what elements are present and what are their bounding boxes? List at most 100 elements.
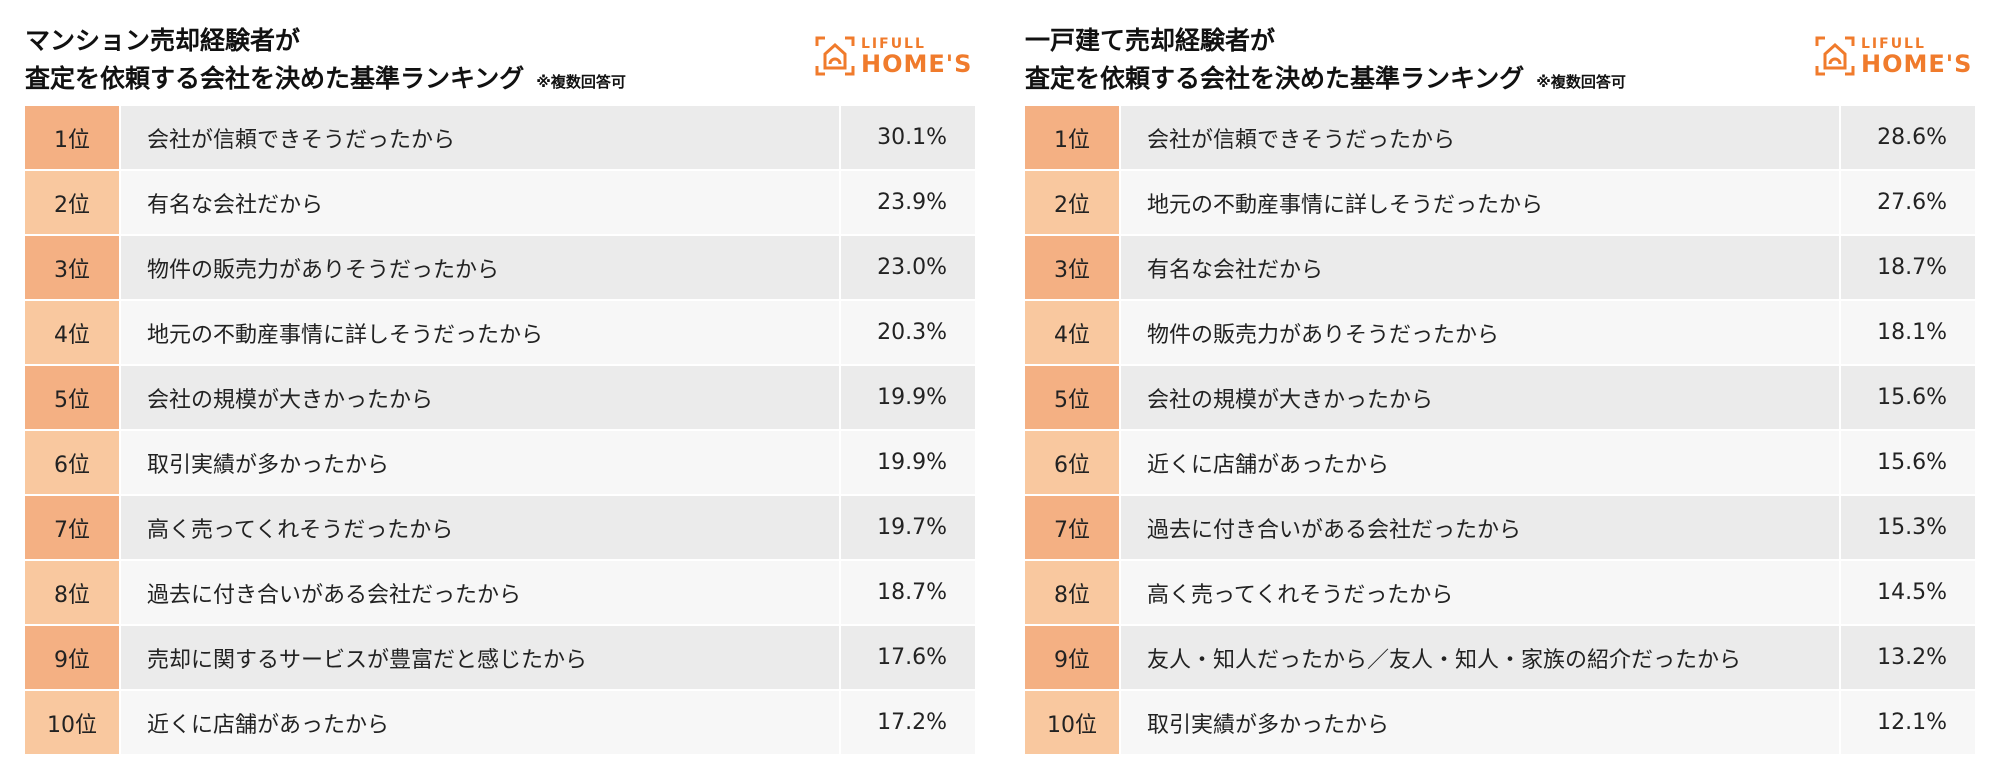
table-row: 5位 会社の規模が大きかったから 15.6% bbox=[1025, 366, 1975, 429]
ranking-title: 一戸建て売却経験者が 査定を依頼する会社を決めた基準ランキング ※複数回答可 bbox=[1025, 22, 1626, 101]
rank-cell: 3位 bbox=[1025, 236, 1119, 299]
rank-cell: 6位 bbox=[25, 431, 119, 494]
reason-cell: 高く売ってくれそうだったから bbox=[121, 496, 839, 559]
table-row: 2位 有名な会社だから 23.9% bbox=[25, 171, 975, 234]
rank-cell: 10位 bbox=[1025, 691, 1119, 754]
percentage-cell: 17.2% bbox=[841, 691, 975, 754]
logo-line-1: LIFULL bbox=[1861, 36, 1926, 52]
rank-cell: 4位 bbox=[1025, 301, 1119, 364]
percentage-cell: 27.6% bbox=[1841, 171, 1975, 234]
reason-cell: 近くに店舗があったから bbox=[121, 691, 839, 754]
multiple-answer-note: ※複数回答可 bbox=[1536, 73, 1626, 91]
rank-cell: 5位 bbox=[25, 366, 119, 429]
house-icon bbox=[1815, 36, 1855, 76]
ranking-table: 1位 会社が信頼できそうだったから 30.1% 2位 有名な会社だから 23.9… bbox=[25, 106, 975, 756]
percentage-cell: 15.6% bbox=[1841, 366, 1975, 429]
table-row: 3位 物件の販売力がありそうだったから 23.0% bbox=[25, 236, 975, 299]
table-row: 9位 友人・知人だったから／友人・知人・家族の紹介だったから 13.2% bbox=[1025, 626, 1975, 689]
rank-cell: 7位 bbox=[1025, 496, 1119, 559]
title-line-1: 一戸建て売却経験者が bbox=[1025, 26, 1276, 55]
rank-cell: 8位 bbox=[25, 561, 119, 624]
rank-cell: 6位 bbox=[1025, 431, 1119, 494]
percentage-cell: 13.2% bbox=[1841, 626, 1975, 689]
reason-cell: 過去に付き合いがある会社だったから bbox=[1121, 496, 1839, 559]
table-row: 5位 会社の規模が大きかったから 19.9% bbox=[25, 366, 975, 429]
reason-cell: 地元の不動産事情に詳しそうだったから bbox=[121, 301, 839, 364]
reason-cell: 会社が信頼できそうだったから bbox=[1121, 106, 1839, 169]
title-line-2: 査定を依頼する会社を決めた基準ランキング ※複数回答可 bbox=[25, 60, 626, 101]
reason-cell: 会社が信頼できそうだったから bbox=[121, 106, 839, 169]
percentage-cell: 30.1% bbox=[841, 106, 975, 169]
table-row: 10位 取引実績が多かったから 12.1% bbox=[1025, 691, 1975, 754]
reason-cell: 取引実績が多かったから bbox=[121, 431, 839, 494]
title-line-2: 査定を依頼する会社を決めた基準ランキング ※複数回答可 bbox=[1025, 60, 1626, 101]
table-row: 4位 物件の販売力がありそうだったから 18.1% bbox=[1025, 301, 1975, 364]
percentage-cell: 15.3% bbox=[1841, 496, 1975, 559]
table-row: 7位 高く売ってくれそうだったから 19.7% bbox=[25, 496, 975, 559]
ranking-table: 1位 会社が信頼できそうだったから 28.6% 2位 地元の不動産事情に詳しそう… bbox=[1025, 106, 1975, 756]
percentage-cell: 14.5% bbox=[1841, 561, 1975, 624]
lifull-homes-logo: LIFULL HOME'S bbox=[815, 36, 975, 78]
percentage-cell: 19.7% bbox=[841, 496, 975, 559]
rank-cell: 3位 bbox=[25, 236, 119, 299]
percentage-cell: 18.7% bbox=[841, 561, 975, 624]
table-row: 3位 有名な会社だから 18.7% bbox=[1025, 236, 1975, 299]
reason-cell: 取引実績が多かったから bbox=[1121, 691, 1839, 754]
reason-cell: 友人・知人だったから／友人・知人・家族の紹介だったから bbox=[1121, 626, 1839, 689]
ranking-title: マンション売却経験者が 査定を依頼する会社を決めた基準ランキング ※複数回答可 bbox=[25, 22, 626, 101]
table-row: 7位 過去に付き合いがある会社だったから 15.3% bbox=[1025, 496, 1975, 559]
title-line-1: マンション売却経験者が bbox=[25, 26, 301, 55]
reason-cell: 有名な会社だから bbox=[121, 171, 839, 234]
table-row: 2位 地元の不動産事情に詳しそうだったから 27.6% bbox=[1025, 171, 1975, 234]
logo-line-2: HOME'S bbox=[861, 50, 973, 78]
percentage-cell: 18.7% bbox=[1841, 236, 1975, 299]
reason-cell: 高く売ってくれそうだったから bbox=[1121, 561, 1839, 624]
reason-cell: 過去に付き合いがある会社だったから bbox=[121, 561, 839, 624]
table-row: 6位 取引実績が多かったから 19.9% bbox=[25, 431, 975, 494]
house-icon bbox=[815, 36, 855, 76]
table-row: 1位 会社が信頼できそうだったから 28.6% bbox=[1025, 106, 1975, 169]
table-row: 6位 近くに店舗があったから 15.6% bbox=[1025, 431, 1975, 494]
rank-cell: 10位 bbox=[25, 691, 119, 754]
reason-cell: 近くに店舗があったから bbox=[1121, 431, 1839, 494]
rank-cell: 5位 bbox=[1025, 366, 1119, 429]
lifull-homes-logo: LIFULL HOME'S bbox=[1815, 36, 1975, 78]
logo-line-1: LIFULL bbox=[861, 36, 926, 52]
percentage-cell: 20.3% bbox=[841, 301, 975, 364]
multiple-answer-note: ※複数回答可 bbox=[536, 73, 626, 91]
reason-cell: 有名な会社だから bbox=[1121, 236, 1839, 299]
rank-cell: 1位 bbox=[25, 106, 119, 169]
rank-cell: 1位 bbox=[1025, 106, 1119, 169]
percentage-cell: 15.6% bbox=[1841, 431, 1975, 494]
house-ranking-panel: 一戸建て売却経験者が 査定を依頼する会社を決めた基準ランキング ※複数回答可 LI… bbox=[1025, 0, 1975, 784]
reason-cell: 売却に関するサービスが豊富だと感じたから bbox=[121, 626, 839, 689]
reason-cell: 会社の規模が大きかったから bbox=[1121, 366, 1839, 429]
table-row: 8位 高く売ってくれそうだったから 14.5% bbox=[1025, 561, 1975, 624]
percentage-cell: 19.9% bbox=[841, 366, 975, 429]
rank-cell: 2位 bbox=[1025, 171, 1119, 234]
reason-cell: 地元の不動産事情に詳しそうだったから bbox=[1121, 171, 1839, 234]
title-line-2-text: 査定を依頼する会社を決めた基準ランキング bbox=[25, 64, 525, 93]
logo-line-2: HOME'S bbox=[1861, 50, 1973, 78]
table-row: 8位 過去に付き合いがある会社だったから 18.7% bbox=[25, 561, 975, 624]
percentage-cell: 19.9% bbox=[841, 431, 975, 494]
percentage-cell: 18.1% bbox=[1841, 301, 1975, 364]
percentage-cell: 28.6% bbox=[1841, 106, 1975, 169]
rank-cell: 9位 bbox=[1025, 626, 1119, 689]
table-row: 10位 近くに店舗があったから 17.2% bbox=[25, 691, 975, 754]
table-row: 9位 売却に関するサービスが豊富だと感じたから 17.6% bbox=[25, 626, 975, 689]
title-line-2-text: 査定を依頼する会社を決めた基準ランキング bbox=[1025, 64, 1525, 93]
table-row: 1位 会社が信頼できそうだったから 30.1% bbox=[25, 106, 975, 169]
percentage-cell: 23.9% bbox=[841, 171, 975, 234]
reason-cell: 物件の販売力がありそうだったから bbox=[1121, 301, 1839, 364]
percentage-cell: 23.0% bbox=[841, 236, 975, 299]
table-row: 4位 地元の不動産事情に詳しそうだったから 20.3% bbox=[25, 301, 975, 364]
reason-cell: 会社の規模が大きかったから bbox=[121, 366, 839, 429]
rank-cell: 9位 bbox=[25, 626, 119, 689]
rank-cell: 7位 bbox=[25, 496, 119, 559]
percentage-cell: 17.6% bbox=[841, 626, 975, 689]
rank-cell: 4位 bbox=[25, 301, 119, 364]
reason-cell: 物件の販売力がありそうだったから bbox=[121, 236, 839, 299]
rank-cell: 2位 bbox=[25, 171, 119, 234]
rank-cell: 8位 bbox=[1025, 561, 1119, 624]
